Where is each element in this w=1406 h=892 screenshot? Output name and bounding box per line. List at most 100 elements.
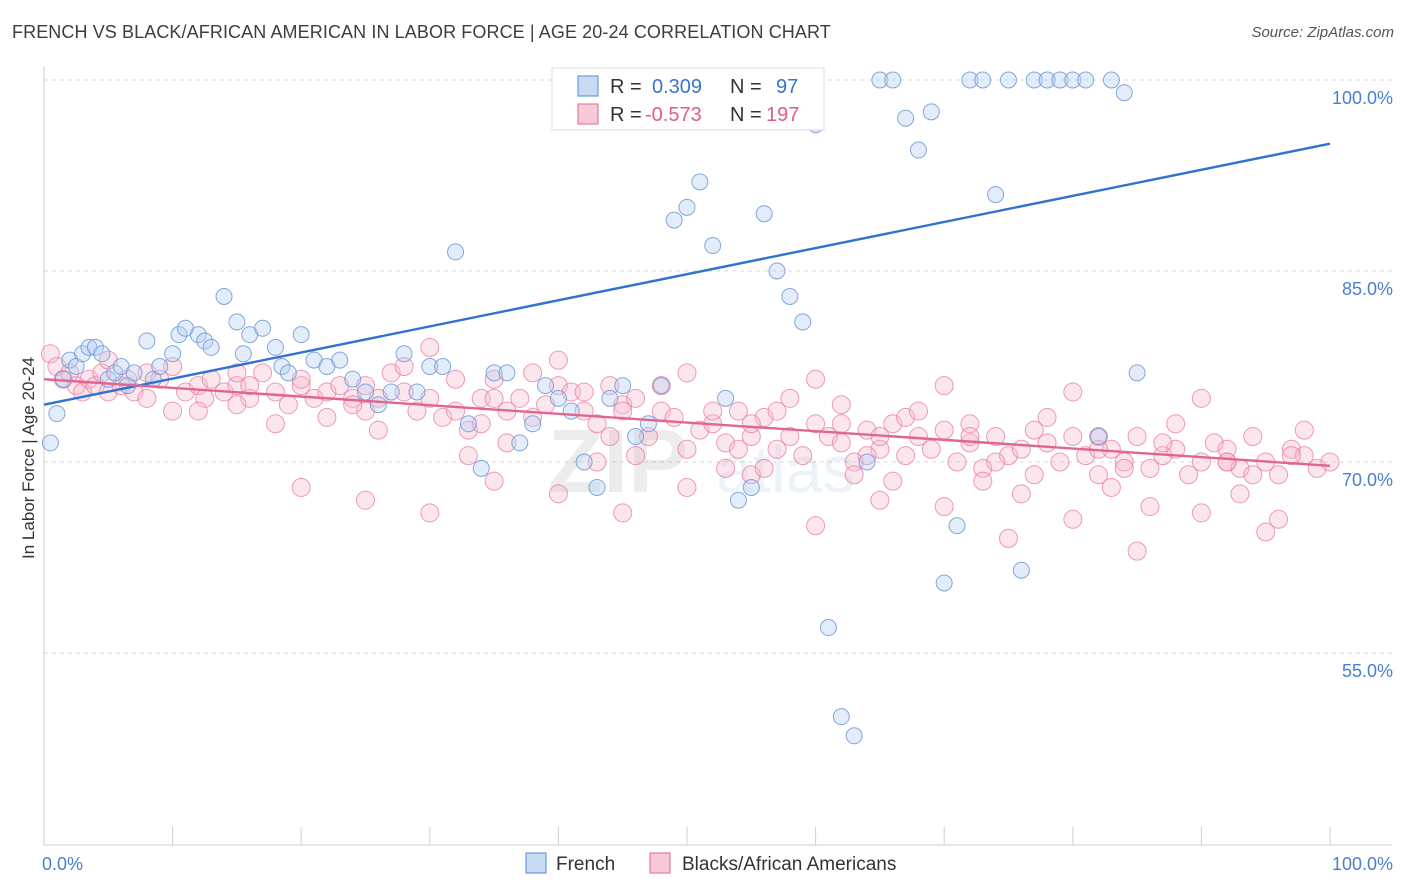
black-point [1063,509,1083,529]
french-point [1102,71,1120,89]
black-point [677,477,697,497]
black-point [420,503,440,523]
black-point [471,414,491,434]
french-point [935,574,953,592]
french-point [768,262,786,280]
black-point [934,376,954,396]
french-point [93,345,111,363]
bottom-legend-black-label: Blacks/African Americans [682,854,896,875]
black-point [227,395,247,415]
black-point [510,388,530,408]
black-point [613,401,633,421]
black-point [265,382,285,402]
black-point [1114,458,1134,478]
french-point [704,237,722,255]
black-point [394,382,414,402]
black-point [394,357,414,376]
legend-french-n-value: 97 [776,76,798,98]
black-point [574,382,594,402]
black-point [934,497,954,517]
black-point [92,363,112,383]
french-point [717,389,735,407]
french-point [408,383,426,401]
french-point [974,71,992,89]
black-point [265,414,285,434]
black-point [291,369,311,389]
black-point [831,433,851,453]
black-point [1269,509,1289,529]
french-point [961,71,979,89]
black-point [999,528,1018,548]
french-point [292,326,310,344]
french-point [652,377,670,395]
black-point [446,369,466,389]
black-point [1320,452,1340,472]
french-point [344,370,362,388]
black-point [1011,484,1031,504]
black-point [1063,382,1083,402]
french-point [987,186,1005,204]
french-point [691,173,709,191]
black-point [1191,388,1211,408]
black-point [703,401,723,421]
black-point [227,363,247,383]
french-point [614,377,632,395]
black-point [716,458,736,478]
black-point [291,477,311,497]
french-point [459,415,477,433]
black-point [806,414,826,434]
french-point [266,338,284,356]
black-point [1166,414,1186,434]
black-point [587,414,607,434]
french-point [575,453,593,471]
french-point [170,326,188,344]
french-point [884,71,902,89]
black-point [1230,484,1250,504]
y-axis-label: In Labor Force | Age 20-24 [19,357,38,559]
french-point [421,358,439,375]
black-point [356,490,375,510]
french-point [382,383,400,401]
black-point [626,446,646,466]
french-point [234,345,252,363]
french-point [41,434,59,452]
french-point [1038,71,1056,89]
black-point [523,363,543,383]
legend-black-r-label: R = [610,104,642,126]
black-point [947,452,967,472]
black-point [1217,452,1237,472]
black-point [317,407,337,427]
french-point [742,478,760,496]
black-point [883,471,903,491]
black-point [780,388,800,408]
black-point [806,369,826,389]
x-tick-label: 100.0% [1332,854,1393,874]
french-point [202,338,220,356]
legend-french-r-label: R = [610,76,642,98]
black-point [1127,427,1147,447]
black-point [587,452,607,472]
black-point [484,471,504,491]
french-point [151,358,169,375]
french-point [434,358,452,375]
black-point [163,401,183,421]
black-point [1191,503,1211,523]
french-point [1090,428,1108,446]
french-point [1051,71,1069,89]
french-point [279,364,297,382]
axes [43,66,1392,846]
black-point [741,414,761,434]
french-point [48,405,66,423]
black-point [626,388,646,408]
legend-french-n-label: N = [730,76,762,98]
french-point [395,345,413,363]
french-point [588,478,606,496]
french-point [781,287,799,305]
chart-title: FRENCH VS BLACK/AFRICAN AMERICAN IN LABO… [12,22,831,42]
french-point [254,319,272,337]
french-point [228,313,246,331]
black-point [793,446,813,466]
bottom-legend-french-label: French [556,854,615,875]
french-point [273,358,291,375]
